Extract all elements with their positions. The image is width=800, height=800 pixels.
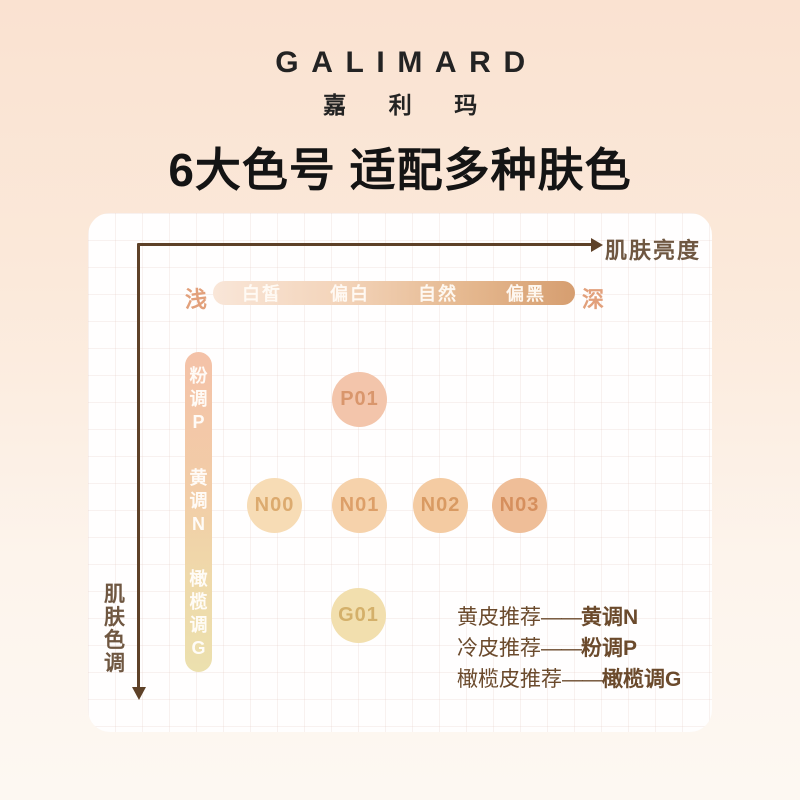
- shade-dot-p01: P01: [332, 372, 387, 427]
- brightness-tick-natural: 自然: [418, 284, 458, 304]
- recommendation-line-cool: 冷皮推荐——粉调P: [457, 633, 681, 664]
- brightness-scale-start-label: 浅: [185, 287, 208, 312]
- recommendation-skin-type: 橄榄皮推荐: [457, 668, 562, 691]
- y-axis-label: 肌肤色调: [104, 583, 125, 675]
- arrow-right-icon: [591, 238, 603, 252]
- x-axis-line: [137, 243, 593, 246]
- tone-tick-yellow: 黄调N: [189, 467, 208, 534]
- recommendation-tone: 橄榄调G: [602, 668, 682, 691]
- recommendation-line-olive: 橄榄皮推荐——橄榄调G: [457, 664, 681, 695]
- recommendation-tone: 黄调N: [581, 606, 639, 629]
- brightness-tick-lightish: 偏白: [330, 284, 370, 304]
- recommendation-tone: 粉调P: [581, 637, 638, 660]
- shade-dot-g01: G01: [331, 588, 386, 643]
- tone-scale-bar: 粉调P 黄调N 橄榄调G: [185, 352, 212, 672]
- page-title: 6大色号 适配多种肤色: [168, 144, 632, 196]
- shade-dot-n01: N01: [332, 478, 387, 533]
- arrow-down-icon: [132, 687, 146, 700]
- x-axis-label: 肌肤亮度: [605, 238, 702, 263]
- shade-dot-n02: N02: [413, 478, 468, 533]
- brightness-tick-darker: 偏黑: [506, 284, 546, 304]
- recommendations-block: 黄皮推荐——黄调N 冷皮推荐——粉调P 橄榄皮推荐——橄榄调G: [457, 602, 681, 695]
- tone-tick-pink: 粉调P: [189, 366, 208, 432]
- shade-dot-n00: N00: [247, 478, 302, 533]
- shade-dot-n03: N03: [492, 478, 547, 533]
- recommendation-dash: ——: [562, 668, 603, 691]
- recommendation-dash: ——: [541, 606, 582, 629]
- brightness-scale-end-label: 深: [582, 287, 605, 312]
- brand-logo-chinese: 嘉利玛: [323, 92, 520, 118]
- y-axis-line: [137, 243, 140, 689]
- shade-chart-panel: 肌肤亮度 肌肤色调 浅 白皙 偏白 自然 偏黑 深 粉调P 黄调N 橄榄调G P…: [88, 213, 712, 732]
- recommendation-skin-type: 冷皮推荐: [457, 637, 541, 660]
- brightness-scale-bar: 白皙 偏白 自然 偏黑: [213, 281, 575, 305]
- brand-logo: GALIMARD: [275, 46, 538, 79]
- tone-tick-olive: 橄榄调G: [189, 569, 208, 658]
- recommendation-dash: ——: [541, 637, 582, 660]
- brightness-tick-fair: 白皙: [242, 284, 282, 304]
- recommendation-line-yellow: 黄皮推荐——黄调N: [457, 602, 681, 633]
- recommendation-skin-type: 黄皮推荐: [457, 606, 541, 629]
